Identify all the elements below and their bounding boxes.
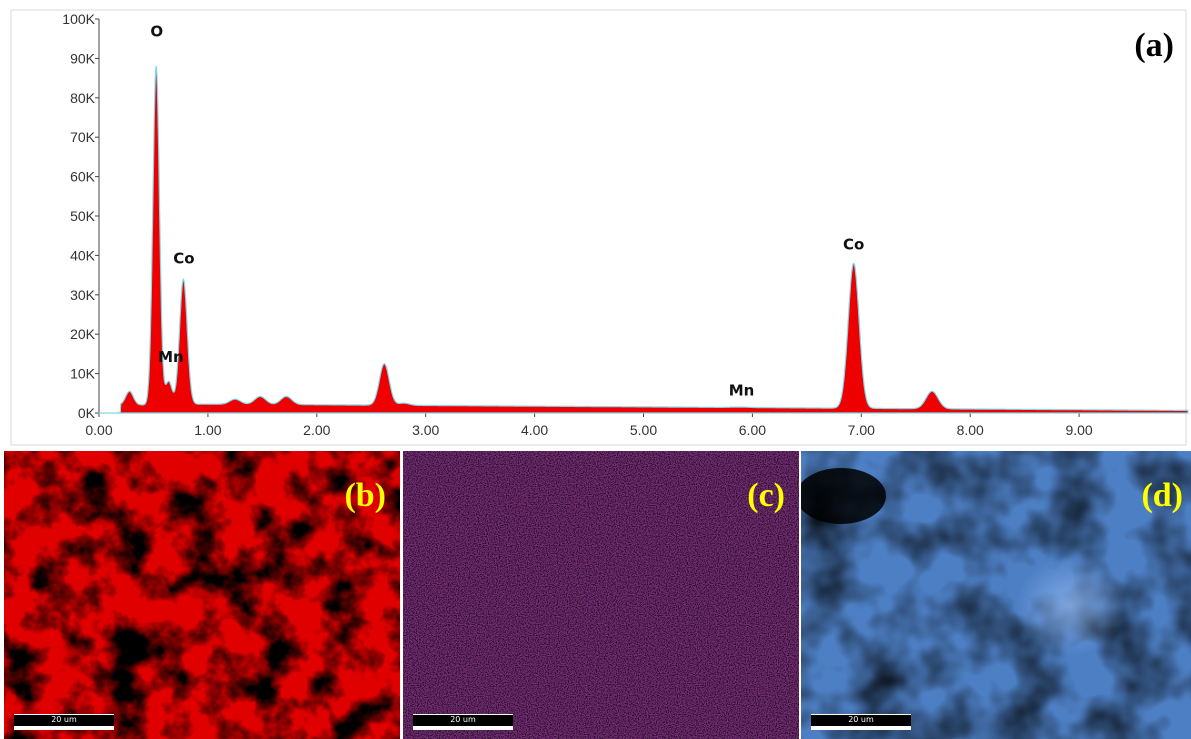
x-tick-label: 3.00 xyxy=(412,422,439,438)
peak-label: Mn xyxy=(729,381,755,399)
x-tick-label: 8.00 xyxy=(957,422,984,438)
x-tick-label: 6.00 xyxy=(739,422,766,438)
y-tick-label: 40K xyxy=(70,247,96,263)
spectrum-series xyxy=(98,65,1189,414)
scale-bar-label: 20 um xyxy=(848,715,874,724)
x-tick-label: 2.00 xyxy=(303,422,330,438)
map-panel-d: (d) 20 um xyxy=(801,451,1191,739)
y-tick-label: 50K xyxy=(70,208,96,224)
peak-label: Mn xyxy=(158,348,184,366)
x-tick-label: 4.00 xyxy=(521,422,548,438)
panel-label-c: (c) xyxy=(747,477,785,514)
scale-bar: 20 um xyxy=(14,714,114,730)
y-tick-label: 0K xyxy=(78,405,96,421)
spectrum-area xyxy=(98,65,1189,414)
y-tick-label: 10K xyxy=(70,366,96,382)
y-tick-label: 90K xyxy=(70,50,96,66)
y-tick-label: 80K xyxy=(70,90,96,106)
map-panel-c: (c) 20 um xyxy=(403,451,799,739)
scale-bar-label: 20 um xyxy=(51,715,77,724)
peak-label: O xyxy=(150,23,163,41)
eds-spectrum-chart: 0K 10K 20K 30K 40K 50K 60K 70K 80K 90K 100K 0.00 1.… xyxy=(10,9,1189,446)
scale-bar: 20 um xyxy=(811,714,911,730)
y-tick-label: 100K xyxy=(62,11,95,27)
x-tick-label: 5.00 xyxy=(630,422,657,438)
element-map-d xyxy=(801,451,1191,739)
y-tick-label: 70K xyxy=(70,129,96,145)
panel-label-a: (a) xyxy=(1134,27,1174,64)
x-tick-label: 1.00 xyxy=(194,422,221,438)
chart-frame xyxy=(10,9,1187,446)
x-tick-label: 9.00 xyxy=(1065,422,1092,438)
scale-bar: 20 um xyxy=(413,714,513,730)
y-axis: 0K 10K 20K 30K 40K 50K 60K 70K 80K 90K 100K xyxy=(62,11,100,421)
y-tick-label: 20K xyxy=(70,326,96,342)
map-panel-b: (b) 20 um xyxy=(4,451,400,739)
panel-label-d: (d) xyxy=(1141,477,1183,514)
y-tick-label: 30K xyxy=(70,287,96,303)
panel-label-b: (b) xyxy=(344,477,386,514)
element-map-b xyxy=(4,451,400,739)
x-tick-label: 0.00 xyxy=(85,422,112,438)
peak-annotations: O Co Mn Mn Co xyxy=(150,23,864,400)
peak-label: Co xyxy=(173,249,194,267)
peak-label: Co xyxy=(843,235,864,253)
scale-bar-label: 20 um xyxy=(450,715,476,724)
x-tick-label: 7.00 xyxy=(848,422,875,438)
y-tick-label: 60K xyxy=(70,169,96,185)
element-map-c xyxy=(403,451,799,739)
